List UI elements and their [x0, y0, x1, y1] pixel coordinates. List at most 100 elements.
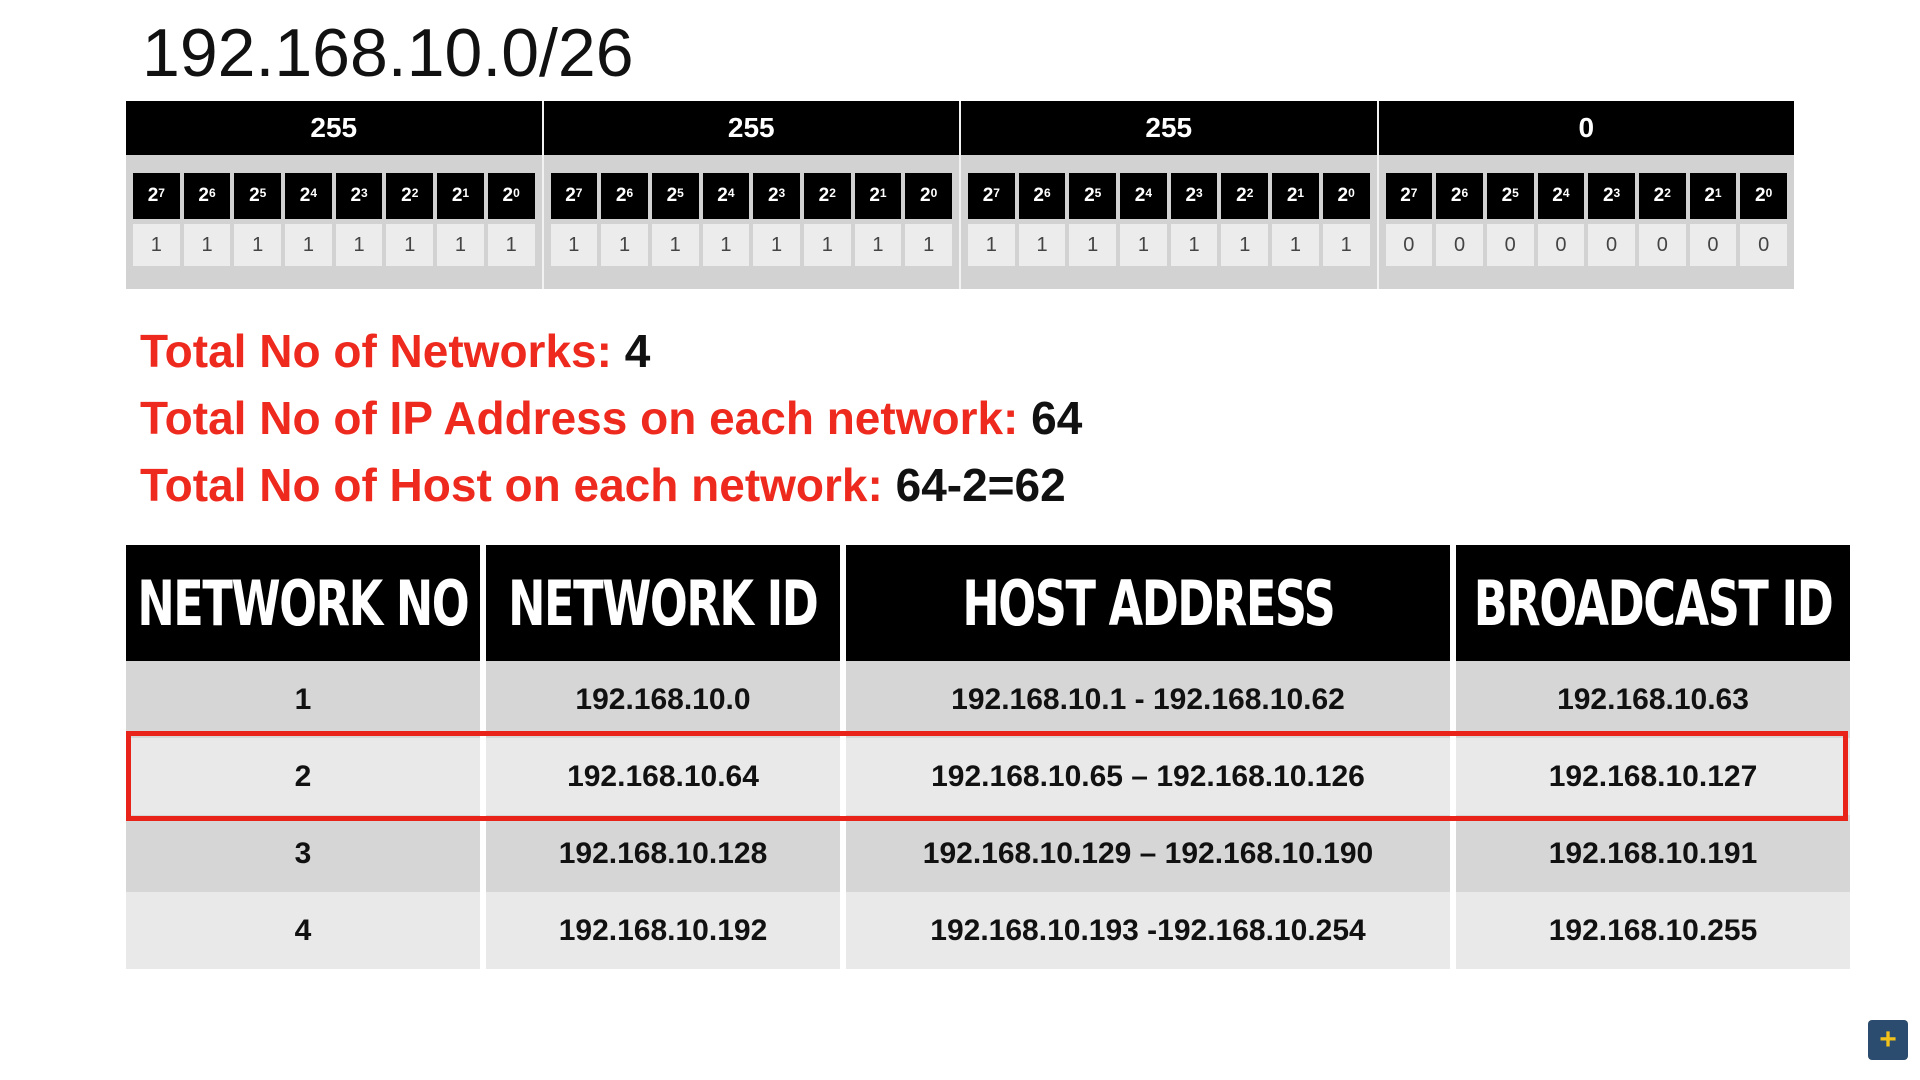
cell-network-no: 1	[126, 661, 480, 738]
bit-value: 1	[753, 224, 800, 266]
bit-value: 1	[285, 224, 332, 266]
stat-value: 64-2=62	[895, 459, 1066, 511]
bit-value: 1	[1272, 224, 1319, 266]
cell-broadcast-id: 192.168.10.63	[1456, 661, 1850, 738]
cell-host-address: 192.168.10.65 – 192.168.10.126	[846, 738, 1450, 815]
bit-value: 1	[1170, 224, 1218, 266]
bit-value: 1	[854, 224, 902, 266]
header-network-id: NETWORK ID	[486, 545, 840, 661]
bit-value: 0	[1588, 224, 1635, 266]
bit-value: 1	[651, 224, 699, 266]
cell-network-id: 192.168.10.192	[486, 892, 840, 969]
octet-column: 255 2 7 1 2 6 1 2 5 1 2 4 1 2 3 1 2 2 1 2 1 1 2 0 1	[543, 101, 961, 289]
page-title: 192.168.10.0/26	[142, 15, 634, 91]
bit-value: 0	[1385, 224, 1433, 266]
octet-column: 255 2 7 1 2 6 1 2 5 1 2 4 1 2 3 1 2 2 1 2 1 1 2 0 1	[961, 101, 1379, 289]
octet-column: 255 2 7 1 2 6 1 2 5 1 2 4 1 2 3 1 2 2 1 2 1 1 2 0 1	[126, 101, 544, 289]
bit-value: 0	[1436, 224, 1483, 266]
table-row: 1 192.168.10.0 192.168.10.1 - 192.168.10…	[126, 661, 1850, 738]
cell-network-id: 192.168.10.64	[486, 738, 840, 815]
bit-value: 1	[1120, 224, 1167, 266]
header-host-address: HOST ADDRESS	[846, 545, 1450, 661]
cell-network-no: 2	[126, 738, 480, 815]
header-network-no: NETWORK NO	[126, 545, 480, 661]
bit-value: 1	[183, 224, 231, 266]
bit-value: 1	[702, 224, 750, 266]
bit-value: 1	[437, 224, 484, 266]
bit-value: 1	[968, 224, 1015, 266]
networking-logo-icon: +	[1868, 1020, 1908, 1060]
bit-value: 1	[550, 224, 598, 266]
bit-value: 1	[487, 224, 535, 266]
octet-value: 0	[1378, 101, 1794, 155]
stat-total-hosts: Total No of Host on each network: 64-2=6…	[140, 452, 1082, 519]
cell-network-no: 3	[126, 815, 480, 892]
subnet-stats: Total No of Networks: 4 Total No of IP A…	[140, 318, 1082, 519]
table-row: 2 192.168.10.64 192.168.10.65 – 192.168.…	[126, 738, 1850, 815]
stat-value: 4	[624, 325, 651, 377]
cell-broadcast-id: 192.168.10.127	[1456, 738, 1850, 815]
header-broadcast-id: BROADCAST ID	[1456, 545, 1850, 661]
octet-value: 255	[961, 101, 1377, 155]
bit-value: 1	[1322, 224, 1370, 266]
bit-value: 1	[386, 224, 434, 266]
cell-host-address: 192.168.10.1 - 192.168.10.62	[846, 661, 1450, 738]
stat-label: Total No of Networks:	[140, 325, 612, 377]
network-table: NETWORK NO NETWORK ID HOST ADDRESS BROAD…	[126, 545, 1850, 970]
bit-value: 1	[601, 224, 648, 266]
plus-icon: +	[1879, 1023, 1897, 1056]
bit-value: 1	[234, 224, 282, 266]
stat-total-ip-addresses: Total No of IP Address on each network: …	[140, 385, 1082, 452]
table-row: 3 192.168.10.128 192.168.10.129 – 192.16…	[126, 815, 1850, 892]
cell-host-address: 192.168.10.129 – 192.168.10.190	[846, 815, 1450, 892]
bit-value: 1	[133, 224, 180, 266]
bit-value: 1	[1069, 224, 1117, 266]
octet-value: 255	[543, 101, 959, 155]
bit-value: 1	[905, 224, 952, 266]
cell-broadcast-id: 192.168.10.255	[1456, 892, 1850, 969]
bit-value: 1	[1018, 224, 1066, 266]
